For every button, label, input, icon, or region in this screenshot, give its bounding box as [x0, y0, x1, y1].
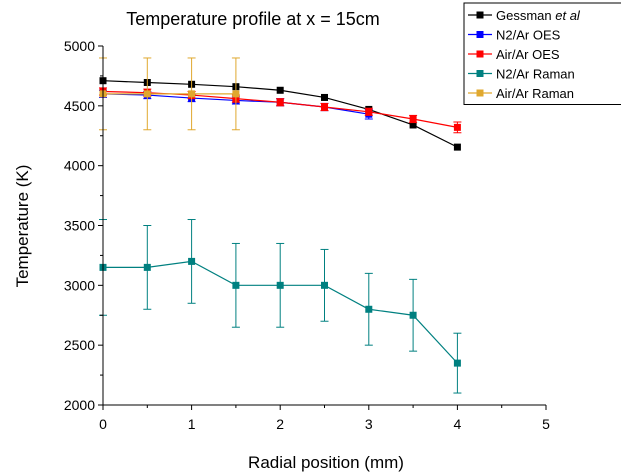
y-tick-label: 5000: [64, 38, 95, 54]
x-tick-label: 5: [542, 416, 550, 432]
x-tick-label: 0: [99, 416, 107, 432]
axes: 0 1 2 3 4 5 2000 2500 3000 3500 4000 4500 5000: [64, 38, 550, 432]
data-point: [276, 98, 284, 106]
legend-label: Gessman et al: [496, 8, 581, 23]
legend-item: Air/Ar Raman: [468, 86, 574, 101]
legend-marker: [476, 89, 484, 97]
chart-title: Temperature profile at x = 15cm: [126, 9, 380, 29]
plot-area: [99, 57, 462, 394]
data-point: [365, 305, 373, 313]
series-2: [99, 87, 462, 134]
data-point: [409, 311, 417, 319]
x-tick-label: 3: [365, 416, 373, 432]
data-point: [409, 115, 417, 123]
y-tick-label: 2500: [64, 337, 95, 353]
data-point: [365, 108, 373, 116]
data-point: [276, 281, 284, 289]
x-tick-label: 1: [188, 416, 196, 432]
legend-marker: [476, 11, 484, 19]
legend-item: Gessman et al: [468, 8, 581, 23]
data-point: [453, 143, 461, 151]
legend-marker: [476, 70, 484, 77]
data-point: [143, 90, 151, 98]
y-tick-label: 4000: [64, 158, 95, 174]
data-point: [188, 90, 196, 98]
legend-item: N2/Ar OES: [468, 28, 561, 43]
data-point: [453, 123, 461, 131]
y-tick-label: 3000: [64, 277, 95, 293]
data-point: [321, 103, 328, 111]
data-point: [409, 121, 417, 129]
legend-label: Air/Ar Raman: [496, 86, 574, 101]
legend-label: Air/Ar OES: [496, 47, 560, 62]
y-tick-label: 3500: [64, 218, 95, 234]
y-axis-title: Temperature (K): [13, 165, 32, 288]
data-point: [321, 281, 328, 289]
data-point: [143, 263, 151, 271]
data-point: [321, 93, 328, 101]
legend-label: N2/Ar OES: [496, 28, 561, 43]
data-point: [188, 257, 196, 265]
legend: Gessman et al N2/Ar OES Air/Ar OES N2/Ar Ra…: [463, 2, 621, 105]
legend-marker: [476, 31, 484, 38]
x-axis-title: Radial position (mm): [248, 453, 404, 472]
series-4: [99, 57, 240, 131]
series-0: [99, 77, 461, 151]
legend-label: N2/Ar Raman: [496, 67, 575, 82]
legend-item: Air/Ar OES: [468, 47, 560, 62]
series-3: [99, 219, 462, 394]
legend-marker: [476, 50, 484, 58]
data-point: [232, 281, 240, 289]
data-point: [276, 86, 284, 94]
legend-item: N2/Ar Raman: [468, 67, 575, 82]
x-tick-label: 2: [276, 416, 284, 432]
y-tick-label: 4500: [64, 98, 95, 114]
data-point: [232, 90, 240, 98]
data-point: [453, 359, 461, 367]
x-tick-label: 4: [454, 416, 462, 432]
y-tick-label: 2000: [64, 397, 95, 413]
